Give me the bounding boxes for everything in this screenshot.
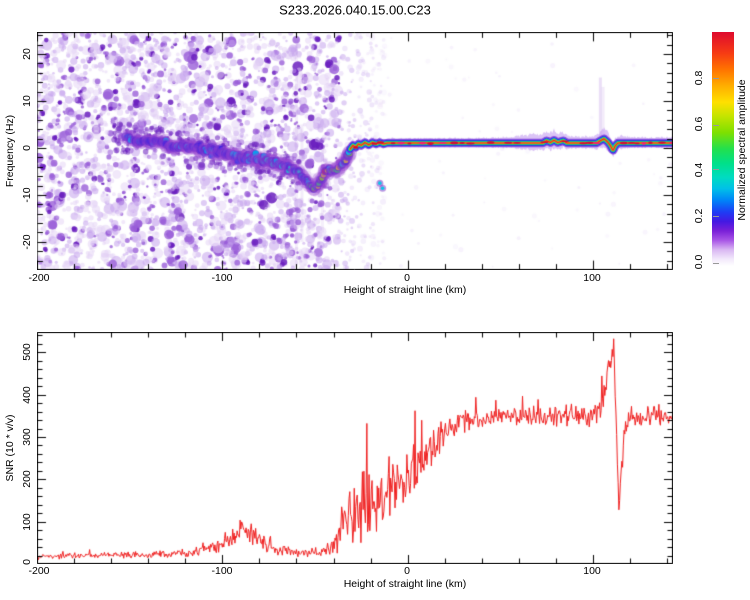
colorbar-tick: [713, 77, 719, 79]
bottom-ytick-label: 200: [21, 470, 33, 488]
top-ytick-label: 10: [21, 95, 33, 107]
plot-title: S233.2026.040.15.00.C23: [279, 2, 431, 18]
colorbar-tick: [713, 215, 719, 217]
snr-canvas: [37, 332, 673, 564]
colorbar-tick: [713, 124, 719, 126]
colorbar-tick-label: 0.2: [693, 208, 705, 224]
colorbar-tick-label: 0.4: [693, 162, 705, 178]
bottom-x-axis-title: Height of straight line (km): [343, 578, 467, 590]
spectrogram-canvas: [37, 32, 673, 270]
top-ytick-label: -20: [21, 234, 33, 250]
top-ytick-label: 20: [21, 48, 33, 60]
colorbar-tick: [713, 169, 719, 171]
top-ytick-label: 0: [21, 145, 33, 151]
colorbar-axis-title: Normalized spectral amplitude: [736, 79, 748, 221]
bottom-xtick-label: -200: [28, 565, 50, 577]
top-xtick-label: -100: [211, 272, 233, 284]
colorbar-tick: [713, 263, 719, 264]
colorbar-tick-label: 0.6: [693, 116, 705, 132]
bottom-ytick-label: 100: [21, 513, 33, 531]
bottom-xtick-label: 0: [404, 565, 410, 577]
bottom-xtick-label: 100: [583, 565, 601, 577]
colorbar-tick-label: 0.0: [693, 254, 705, 270]
colorbar: [712, 32, 734, 266]
bottom-y-axis-title: SNR (10 * v/v): [4, 414, 16, 482]
top-ytick-label: -10: [21, 187, 33, 203]
bottom-ytick-label: 300: [21, 428, 33, 446]
bottom-ytick-label: 500: [21, 343, 33, 361]
bottom-ytick-label: 400: [21, 386, 33, 404]
top-x-axis-title: Height of straight line (km): [343, 284, 467, 296]
top-xtick-label: -200: [28, 272, 50, 284]
top-y-axis-title: Frequency (Hz): [4, 114, 16, 188]
top-xtick-label: 100: [583, 272, 601, 284]
top-xtick-label: 0: [404, 272, 410, 284]
colorbar-tick-label: 0.8: [693, 70, 705, 86]
bottom-xtick-label: -100: [211, 565, 233, 577]
